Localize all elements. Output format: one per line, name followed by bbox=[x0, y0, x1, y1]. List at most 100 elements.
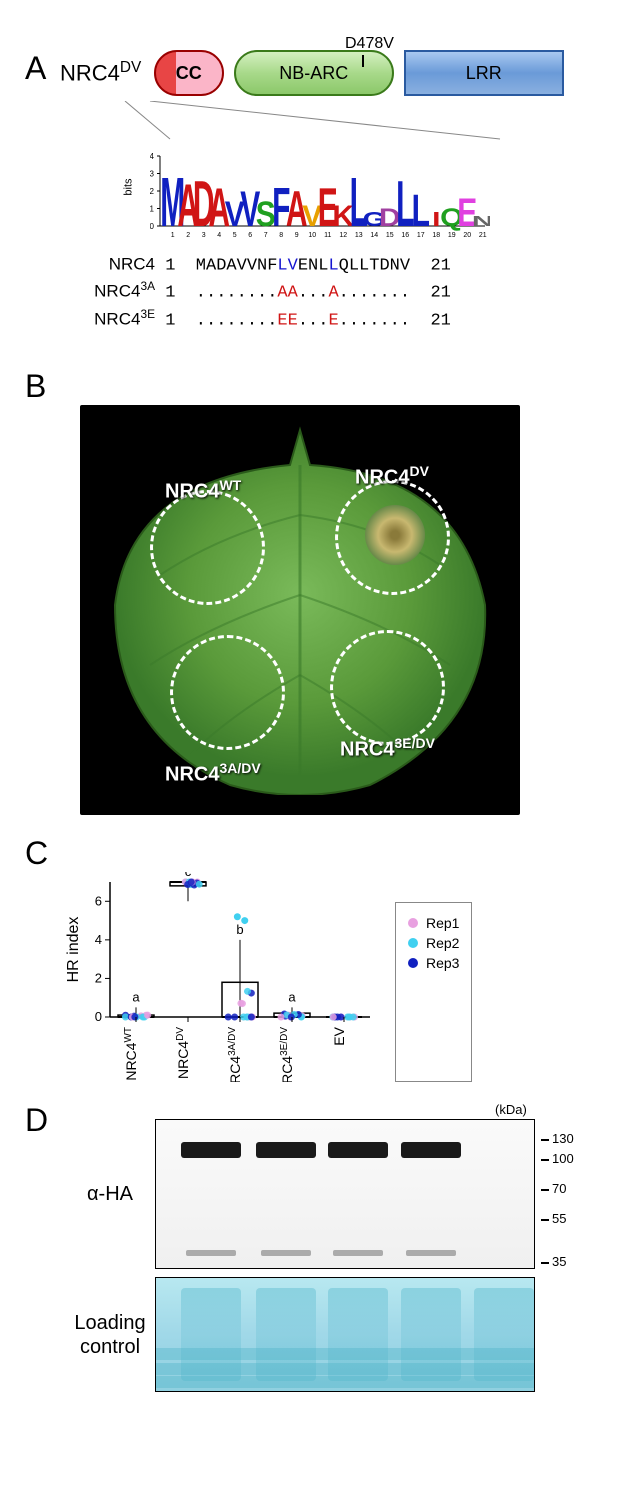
svg-text:N: N bbox=[472, 213, 490, 229]
svg-text:NRC43E/DV: NRC43E/DV bbox=[279, 1027, 296, 1082]
svg-text:18: 18 bbox=[432, 232, 440, 239]
svg-text:7: 7 bbox=[264, 232, 268, 239]
svg-text:5: 5 bbox=[233, 232, 237, 239]
svg-text:3: 3 bbox=[150, 170, 155, 179]
svg-text:8: 8 bbox=[279, 232, 283, 239]
svg-text:b: b bbox=[236, 922, 243, 937]
alpha-ha-label: α-HA bbox=[65, 1183, 155, 1206]
faint-band bbox=[333, 1250, 383, 1256]
kda-title: (kDa) bbox=[495, 1102, 597, 1117]
panel-c: C 0 2 4 6 HR index a NRC4WT c NRC4DV b NRC43A/DV a N… bbox=[20, 835, 597, 1082]
panel-a-label: A bbox=[25, 50, 46, 87]
legend-item: Rep1 bbox=[408, 915, 459, 931]
spot-label: NRC43A/DV bbox=[165, 760, 261, 787]
svg-text:0: 0 bbox=[150, 222, 155, 231]
cc-domain: CC bbox=[154, 50, 224, 96]
svg-text:NRC43A/DV: NRC43A/DV bbox=[227, 1027, 244, 1082]
loading-band bbox=[156, 1376, 534, 1388]
panel-d-label: D bbox=[25, 1102, 65, 1139]
panel-d: D (kDa) α-HA 130 100 70 55 35 Loading contro… bbox=[20, 1102, 597, 1392]
svg-text:21: 21 bbox=[479, 232, 487, 239]
sequence-logo: bits 01234M1A2D3A4V5V6S7F8A9V10E11K12L13… bbox=[150, 151, 490, 241]
svg-text:14: 14 bbox=[370, 232, 378, 239]
leaf-image: NRC4WT NRC4DV NRC43A/DV NRC43E/DV bbox=[80, 405, 520, 815]
svg-text:a: a bbox=[288, 990, 296, 1005]
svg-text:12: 12 bbox=[339, 232, 347, 239]
loading-band bbox=[156, 1348, 534, 1360]
faint-band bbox=[406, 1250, 456, 1256]
svg-text:6: 6 bbox=[95, 894, 102, 909]
infiltration-circle bbox=[330, 630, 445, 745]
svg-text:16: 16 bbox=[401, 232, 409, 239]
svg-text:L: L bbox=[412, 186, 430, 237]
svg-text:6: 6 bbox=[248, 232, 252, 239]
loading-band bbox=[156, 1363, 534, 1375]
panel-c-label: C bbox=[25, 835, 597, 872]
protein-band bbox=[401, 1142, 461, 1158]
ha-blot bbox=[155, 1119, 535, 1269]
svg-text:11: 11 bbox=[324, 232, 331, 239]
svg-text:20: 20 bbox=[463, 232, 471, 239]
svg-text:HR index: HR index bbox=[65, 917, 82, 983]
kda-mark: 100 bbox=[541, 1151, 574, 1166]
alignment-row: NRC43E 1 ........EE...E....... 21 bbox=[75, 306, 597, 333]
faint-band bbox=[186, 1250, 236, 1256]
kda-mark: 35 bbox=[541, 1254, 566, 1269]
svg-text:19: 19 bbox=[448, 232, 456, 239]
legend-item: Rep2 bbox=[408, 935, 459, 951]
mutation-label: D478V bbox=[345, 35, 394, 53]
mutation-tick bbox=[362, 55, 364, 67]
legend-item: Rep3 bbox=[408, 955, 459, 971]
protein-band bbox=[328, 1142, 388, 1158]
svg-text:EV: EV bbox=[331, 1027, 347, 1046]
chart-legend: Rep1 Rep2 Rep3 bbox=[395, 902, 472, 1082]
infiltration-circle bbox=[335, 480, 450, 595]
domain-diagram: D478V NRC4DV CC NB-ARC LRR bbox=[60, 50, 597, 96]
hr-index-chart: 0 2 4 6 HR index a NRC4WT c NRC4DV b NRC43A/DV a NRC… bbox=[50, 872, 380, 1082]
svg-text:2: 2 bbox=[186, 232, 190, 239]
svg-text:4: 4 bbox=[217, 232, 221, 239]
svg-text:a: a bbox=[132, 990, 140, 1005]
svg-text:3: 3 bbox=[202, 232, 206, 239]
panel-a: A D478V NRC4DV CC NB-ARC LRR bits 01234M… bbox=[20, 50, 597, 333]
protein-band bbox=[181, 1142, 241, 1158]
svg-text:9: 9 bbox=[295, 232, 299, 239]
faint-band bbox=[261, 1250, 311, 1256]
svg-text:NRC4DV: NRC4DV bbox=[175, 1027, 192, 1079]
svg-text:10: 10 bbox=[308, 232, 316, 239]
alignments: NRC4 1 MADAVVNFLVENLLQLLTDNV 21NRC43A 1 … bbox=[75, 251, 597, 333]
nbarc-domain: NB-ARC bbox=[234, 50, 394, 96]
leaf-svg bbox=[100, 425, 500, 795]
spot-label: NRC43E/DV bbox=[340, 735, 435, 762]
loading-control-label: Loading control bbox=[65, 1311, 155, 1359]
svg-text:1: 1 bbox=[150, 205, 155, 214]
kda-mark: 70 bbox=[541, 1181, 566, 1196]
protein-name: NRC4DV bbox=[60, 59, 141, 86]
svg-text:4: 4 bbox=[150, 152, 155, 161]
loading-blot bbox=[155, 1277, 535, 1392]
kda-labels: 130 100 70 55 35 bbox=[535, 1119, 585, 1269]
svg-text:0: 0 bbox=[95, 1009, 102, 1024]
kda-mark: 130 bbox=[541, 1131, 574, 1146]
svg-text:2: 2 bbox=[95, 971, 102, 986]
protein-band bbox=[256, 1142, 316, 1158]
alignment-row: NRC43A 1 ........AA...A....... 21 bbox=[75, 278, 597, 305]
svg-text:4: 4 bbox=[95, 932, 102, 947]
spot-label: NRC4WT bbox=[165, 477, 241, 504]
panel-b-label: B bbox=[25, 368, 597, 405]
svg-text:17: 17 bbox=[417, 232, 425, 239]
kda-mark: 55 bbox=[541, 1211, 566, 1226]
callout-lines bbox=[120, 101, 597, 146]
spot-label: NRC4DV bbox=[355, 463, 429, 490]
alignment-row: NRC4 1 MADAVVNFLVENLLQLLTDNV 21 bbox=[75, 251, 597, 278]
svg-text:1: 1 bbox=[171, 232, 175, 239]
panel-b: B NRC4WTNRC4DVNRC43A/DVNRC bbox=[20, 368, 597, 815]
svg-text:2: 2 bbox=[150, 187, 155, 196]
svg-text:c: c bbox=[185, 872, 192, 879]
infiltration-circle bbox=[150, 490, 265, 605]
svg-text:15: 15 bbox=[386, 232, 394, 239]
infiltration-circle bbox=[170, 635, 285, 750]
svg-text:13: 13 bbox=[355, 232, 363, 239]
svg-text:NRC4WT: NRC4WT bbox=[123, 1027, 140, 1081]
lrr-domain: LRR bbox=[404, 50, 564, 96]
